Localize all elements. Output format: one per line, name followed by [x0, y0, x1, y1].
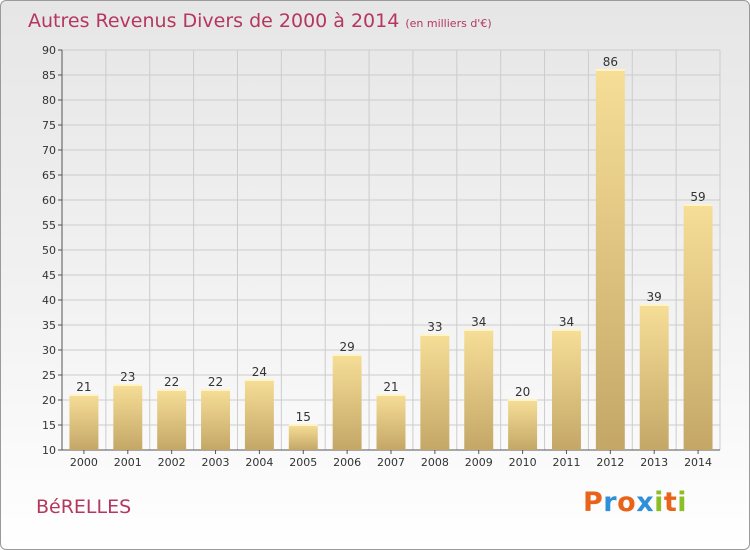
bar	[639, 305, 669, 450]
bar	[551, 330, 581, 450]
bar-value-label: 86	[603, 55, 618, 69]
x-tick-label: 2012	[596, 456, 624, 469]
labels: 10 15 20 25 30 35 40 45 50 55 60 65 70 75 80 85 90 21 2000…	[42, 44, 712, 469]
bar	[69, 395, 99, 450]
y-tick-label: 60	[42, 194, 56, 207]
x-tick-label: 2013	[640, 456, 668, 469]
bar	[420, 335, 450, 450]
logo-letter: r	[603, 487, 618, 518]
bar	[201, 390, 231, 450]
bar-value-label: 34	[471, 315, 486, 329]
y-tick-label: 90	[42, 44, 56, 57]
chart-subtitle: (en milliers d'€)	[405, 17, 492, 30]
y-tick-label: 70	[42, 144, 56, 157]
bar	[683, 205, 713, 450]
x-tick-label: 2001	[114, 456, 142, 469]
y-tick-label: 30	[42, 344, 56, 357]
y-tick-label: 25	[42, 369, 56, 382]
x-tick-label: 2008	[421, 456, 449, 469]
chart-title-text: Autres Revenus Divers de 2000 à 2014	[28, 10, 400, 32]
bar	[288, 425, 318, 450]
proxiti-logo: Proxiti	[583, 487, 687, 518]
bar-value-label: 39	[647, 290, 662, 304]
bar-value-label: 29	[339, 340, 354, 354]
bar-value-label: 34	[559, 315, 574, 329]
x-tick-label: 2010	[509, 456, 537, 469]
bar-value-label: 33	[427, 320, 442, 334]
logo-letter: x	[636, 487, 655, 518]
bars	[69, 69, 713, 450]
logo-letter: o	[617, 487, 637, 518]
logo-letter: i	[677, 487, 688, 518]
bar-value-label: 22	[208, 375, 223, 389]
y-tick-label: 40	[42, 294, 56, 307]
x-tick-label: 2009	[465, 456, 493, 469]
y-tick-label: 35	[42, 319, 56, 332]
bar-value-label: 21	[76, 380, 91, 394]
bar-value-label: 59	[690, 190, 705, 204]
bar	[464, 330, 494, 450]
y-tick-label: 50	[42, 244, 56, 257]
y-tick-label: 80	[42, 94, 56, 107]
bar-value-label: 21	[383, 380, 398, 394]
y-tick-label: 75	[42, 119, 56, 132]
bar-value-label: 20	[515, 385, 530, 399]
logo-letter: i	[654, 487, 664, 518]
bar-value-label: 24	[252, 365, 267, 379]
bar-value-label: 22	[164, 375, 179, 389]
logo-letter: t	[663, 487, 678, 518]
x-tick-label: 2004	[245, 456, 273, 469]
logo-letter: P	[583, 487, 604, 518]
y-tick-label: 65	[42, 169, 56, 182]
y-tick-label: 10	[42, 444, 56, 457]
y-tick-label: 15	[42, 419, 56, 432]
y-tick-label: 45	[42, 269, 56, 282]
y-tick-label: 20	[42, 394, 56, 407]
x-tick-label: 2011	[552, 456, 580, 469]
chart-title: Autres Revenus Divers de 2000 à 2014 (en …	[28, 10, 492, 32]
bar	[376, 395, 406, 450]
y-tick-label: 85	[42, 69, 56, 82]
x-tick-label: 2006	[333, 456, 361, 469]
x-tick-label: 2005	[289, 456, 317, 469]
bar	[332, 355, 362, 450]
bar	[157, 390, 187, 450]
bar	[113, 385, 143, 450]
bar-value-label: 23	[120, 370, 135, 384]
x-tick-label: 2014	[684, 456, 712, 469]
x-tick-label: 2000	[70, 456, 98, 469]
bar	[595, 70, 625, 450]
x-tick-label: 2002	[158, 456, 186, 469]
bar	[244, 380, 274, 450]
location-name: BéRELLES	[36, 496, 132, 518]
x-tick-label: 2007	[377, 456, 405, 469]
bar-value-label: 15	[296, 410, 311, 424]
bar	[508, 400, 538, 450]
x-tick-label: 2003	[202, 456, 230, 469]
y-tick-label: 55	[42, 219, 56, 232]
